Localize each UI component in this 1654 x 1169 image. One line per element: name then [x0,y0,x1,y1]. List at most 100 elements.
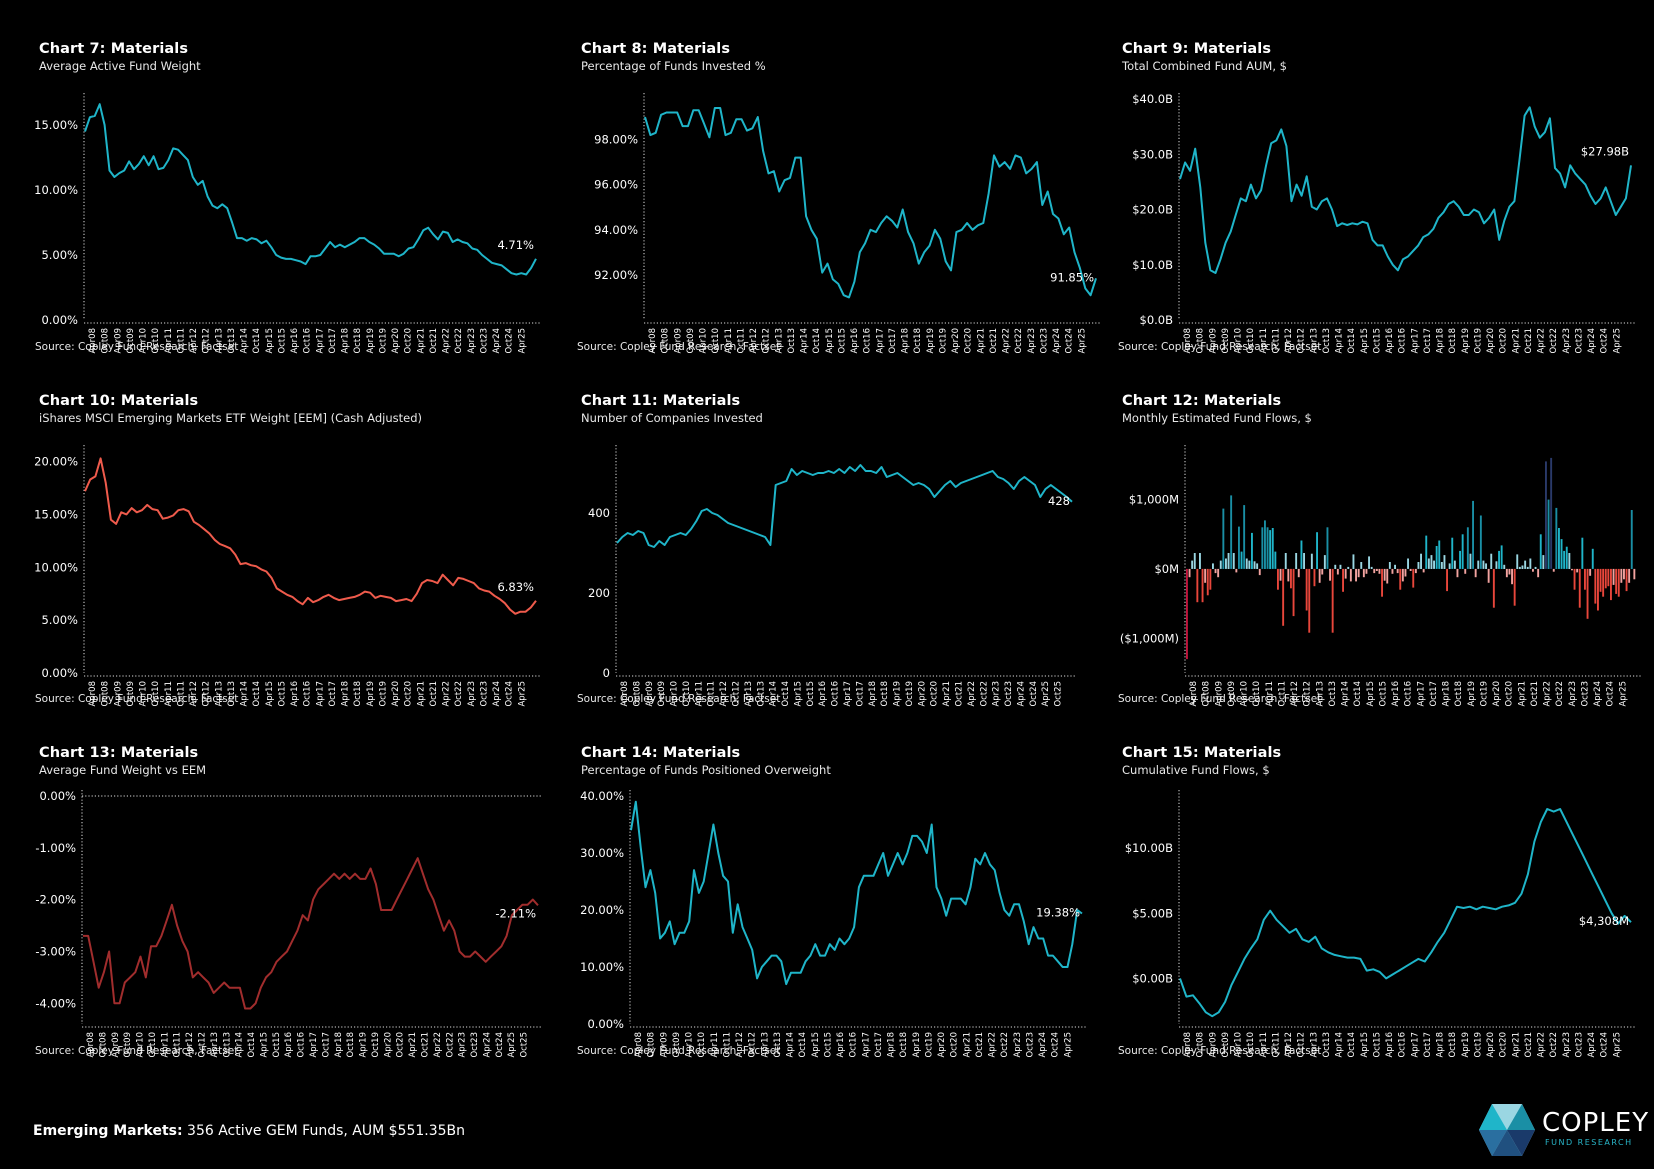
flow-bar [1542,555,1545,569]
x-tick-label: Apr19 [893,681,903,707]
flow-bar [1633,568,1636,580]
x-tick-label: Apr15 [259,1032,269,1058]
x-tick-label: Apr10 [670,681,680,707]
x-tick-label: Oct21 [421,1032,431,1058]
x-tick-label: Apr20 [937,1032,947,1058]
x-tick-label: Apr10 [139,328,149,354]
flow-bar [1344,568,1347,579]
end-value-label: $4,308M [1579,914,1629,928]
flow-bar [1232,553,1235,569]
x-tick-label: Oct13 [1322,1032,1332,1058]
x-tick-label: Oct13 [787,328,797,354]
flow-bar [1511,568,1513,585]
flow-bar [1430,555,1433,569]
chart13-svg: -4.00%-3.00%-2.00%-1.00%0.00%Apr08 Oct08 A… [35,789,542,1058]
x-tick-label: Oct18 [1448,1032,1458,1058]
x-tick-label: Oct24 [1600,1032,1610,1058]
chart9-panel: Chart 9: Materials Total Combined Fund AU… [1118,41,1642,371]
copley-logo: COPLEY FUND RESEARCH [1477,1102,1648,1162]
y-tick-label: 40.00% [580,789,624,803]
flow-bar [1407,558,1409,569]
flow-bar [1300,540,1303,569]
x-tick-label: Oct08 [101,681,111,707]
x-tick-label: Apr24 [1052,328,1062,354]
flow-bar [1199,553,1201,569]
flow-bar [1318,568,1321,583]
x-tick-label: Oct22 [454,328,464,354]
flow-bar [1201,568,1204,603]
x-tick-label: Apr08 [1183,328,1193,354]
y-tick-label: 5.00% [41,613,78,627]
chart-title: Chart 11: Materials [581,393,741,409]
flow-bar [1212,563,1214,569]
x-tick-label: Oct18 [913,328,923,354]
x-tick-label: Oct14 [1347,328,1357,354]
chart-title: Chart 10: Materials [39,393,199,409]
flow-bar [1552,568,1555,572]
x-tick-label: Oct21 [975,1032,985,1058]
chart-source: Source: Copley Fund Research, Factset [35,341,239,353]
x-tick-label: Apr12 [185,1032,195,1058]
x-tick-label: Oct20 [950,1032,960,1058]
flow-bar [1532,568,1534,572]
x-tick-label: Oct18 [899,1032,909,1058]
chart10-svg: 0.00%5.00%10.00%15.00%20.00%Apr08 Oct08 Ap… [34,445,540,707]
x-tick-label: Oct20 [964,328,974,354]
y-tick-label: 15.00% [34,118,78,132]
x-tick-label: Apr09 [673,328,683,354]
x-tick-label: Apr13 [744,681,754,707]
flow-bar [1417,562,1420,569]
x-tick-label: Apr17 [309,1032,319,1058]
x-tick-label: Apr16 [284,1032,294,1058]
flow-bar [1479,515,1482,569]
x-tick-label: Oct13 [227,681,237,707]
x-tick-label: Apr10 [1234,328,1244,354]
x-tick-label: Oct24 [1051,1032,1061,1058]
chart-subtitle: Percentage of Funds Invested % [581,59,766,73]
flow-bar [1438,540,1441,569]
flow-bar [1620,568,1623,583]
y-tick-label: 30.00% [580,846,624,860]
flow-bar [1576,568,1579,573]
x-tick-label: Oct10 [711,328,721,354]
x-tick-label: Apr08 [88,681,98,707]
series-line [616,464,1073,548]
x-tick-label: Oct09 [672,1032,682,1058]
x-tick-label: Apr11 [1265,681,1275,707]
x-tick-label: Oct20 [396,1032,406,1058]
x-tick-label: Oct24 [1606,681,1616,707]
flow-bar [1394,564,1396,569]
x-tick-label: Oct20 [1505,681,1515,707]
x-tick-label: Oct12 [1303,681,1313,707]
x-tick-label: Apr24 [1038,1032,1048,1058]
x-tick-label: Apr12 [719,681,729,707]
x-tick-label: Apr10 [136,1032,146,1058]
flow-bar [1310,553,1313,569]
series-line [84,457,537,615]
flow-bar [1253,561,1256,569]
chart10-panel: Chart 10: Materials iShares MSCI Emerging… [34,393,559,723]
x-tick-label: Oct13 [222,1032,232,1058]
x-tick-label: Oct17 [1429,681,1439,707]
x-tick-label: Apr09 [113,328,123,354]
x-tick-label: Apr11 [164,681,174,707]
x-tick-label: Oct09 [126,681,136,707]
series-line [1179,106,1632,274]
flow-bar [1602,568,1605,597]
x-tick-label: Oct12 [202,328,212,354]
flow-bar [1420,553,1422,569]
flow-bar [1292,568,1295,617]
chart11-panel: Chart 11: Materials Number of Companies I… [577,393,1101,723]
x-tick-label: Apr20 [1486,1032,1496,1058]
y-tick-label: 92.00% [594,268,638,282]
chart-source: Source: Copley Fund Research, Factset [577,341,781,353]
x-tick-label: Apr11 [694,681,704,707]
flow-bar [1248,560,1251,569]
flow-bar [1524,560,1527,569]
x-tick-label: Oct14 [252,681,262,707]
flow-bar [1365,568,1368,574]
x-tick-label: Apr12 [1284,1032,1294,1058]
end-value-label: 428 [1048,494,1070,508]
x-tick-label: Apr13 [1315,681,1325,707]
x-tick-label: Oct23 [479,328,489,354]
